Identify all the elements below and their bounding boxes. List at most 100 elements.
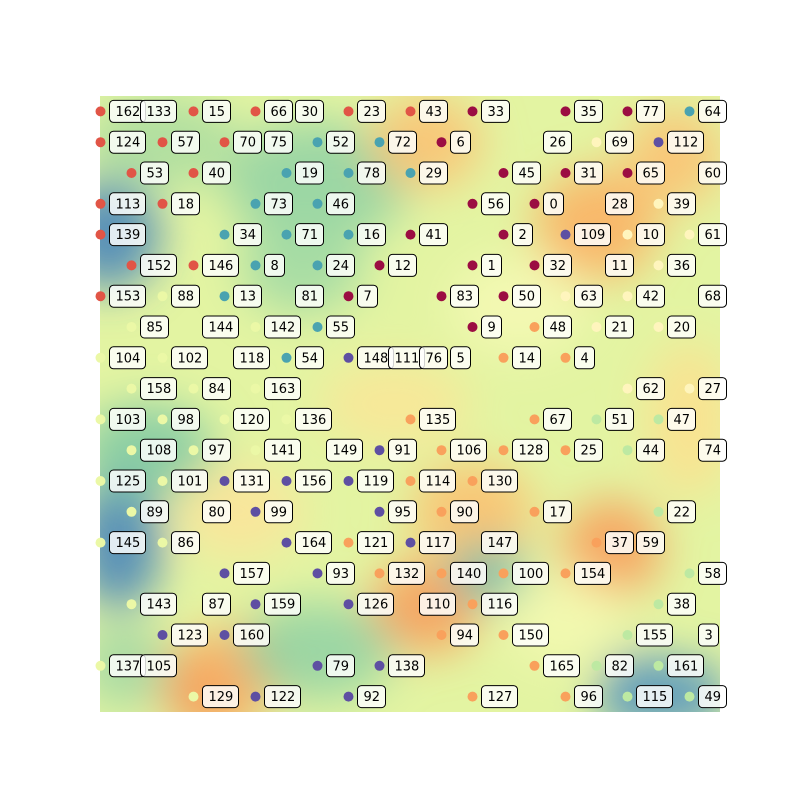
svg-text:77: 77 [643,105,660,120]
point-label-153: 153 [110,285,146,307]
svg-text:34: 34 [240,228,257,243]
point-marker-9 [468,322,478,332]
point-label-0: 0 [544,193,564,215]
point-marker-29 [406,168,416,178]
svg-text:11: 11 [612,259,629,274]
point-label-12: 12 [389,254,417,276]
point-label-39: 39 [668,193,696,215]
point-marker-103 [96,414,106,424]
point-marker-150 [499,630,509,640]
svg-text:18: 18 [178,197,195,212]
svg-text:104: 104 [116,351,141,366]
point-label-125: 125 [110,470,146,492]
point-marker-79 [313,661,323,671]
point-marker-158 [127,384,137,394]
point-marker-131 [220,476,230,486]
svg-text:159: 159 [271,598,296,613]
point-label-30: 30 [296,100,324,122]
svg-text:71: 71 [302,228,319,243]
point-label-26: 26 [544,131,572,153]
point-label-27: 27 [699,378,727,400]
svg-text:70: 70 [240,136,257,151]
point-marker-39 [654,199,664,209]
point-marker-156 [282,476,292,486]
point-label-47: 47 [668,408,696,430]
point-label-132: 132 [389,562,425,584]
svg-text:7: 7 [364,290,372,305]
point-label-49: 49 [699,686,727,708]
point-label-16: 16 [358,224,386,246]
point-marker-7 [344,291,354,301]
point-marker-62 [623,384,633,394]
point-label-46: 46 [327,193,355,215]
svg-text:98: 98 [178,413,195,428]
svg-text:146: 146 [209,259,234,274]
svg-text:124: 124 [116,136,141,151]
svg-text:41: 41 [426,228,443,243]
point-label-78: 78 [358,162,386,184]
svg-text:2: 2 [519,228,527,243]
svg-text:50: 50 [519,290,536,305]
point-marker-77 [623,106,633,116]
svg-text:26: 26 [550,136,567,151]
svg-text:1: 1 [488,259,496,274]
svg-text:85: 85 [147,321,164,336]
point-marker-71 [282,230,292,240]
point-label-87: 87 [203,593,231,615]
point-marker-14 [499,353,509,363]
svg-text:135: 135 [426,413,451,428]
point-label-106: 106 [451,439,487,461]
point-label-96: 96 [575,686,603,708]
svg-text:43: 43 [426,105,443,120]
svg-text:55: 55 [333,321,350,336]
point-label-140: 140 [451,562,487,584]
svg-text:148: 148 [364,351,389,366]
svg-text:56: 56 [488,197,505,212]
svg-text:54: 54 [302,351,319,366]
point-label-150: 150 [513,624,549,646]
point-marker-104 [96,353,106,363]
point-label-85: 85 [141,316,169,338]
point-label-120: 120 [234,408,270,430]
svg-text:121: 121 [364,536,389,551]
svg-text:112: 112 [674,136,699,151]
point-marker-155 [623,630,633,640]
point-label-84: 84 [203,378,231,400]
point-marker-83 [437,291,447,301]
point-marker-6 [437,137,447,147]
svg-text:16: 16 [364,228,381,243]
svg-text:132: 132 [395,567,420,582]
svg-text:101: 101 [178,475,203,490]
point-marker-22 [654,507,664,517]
point-marker-21 [592,322,602,332]
svg-text:164: 164 [302,536,327,551]
svg-text:106: 106 [457,444,482,459]
point-label-34: 34 [234,224,262,246]
point-marker-86 [158,538,168,548]
svg-text:156: 156 [302,475,327,490]
point-label-77: 77 [637,100,665,122]
point-label-22: 22 [668,501,696,523]
svg-text:63: 63 [581,290,598,305]
point-label-102: 102 [172,347,208,369]
svg-text:144: 144 [209,321,234,336]
svg-text:84: 84 [209,382,226,397]
point-label-142: 142 [265,316,301,338]
point-marker-36 [654,260,664,270]
svg-text:48: 48 [550,321,567,336]
point-label-113: 113 [110,193,146,215]
point-label-48: 48 [544,316,572,338]
point-label-5: 5 [451,347,471,369]
point-marker-145 [96,538,106,548]
point-label-28: 28 [606,193,634,215]
point-marker-64 [685,106,695,116]
point-label-157: 157 [234,562,270,584]
svg-text:6: 6 [457,136,465,151]
point-marker-31 [561,168,571,178]
point-label-100: 100 [513,562,549,584]
point-label-59: 59 [637,532,665,554]
point-label-44: 44 [637,439,665,461]
point-marker-132 [375,568,385,578]
point-label-53: 53 [141,162,169,184]
point-label-67: 67 [544,408,572,430]
